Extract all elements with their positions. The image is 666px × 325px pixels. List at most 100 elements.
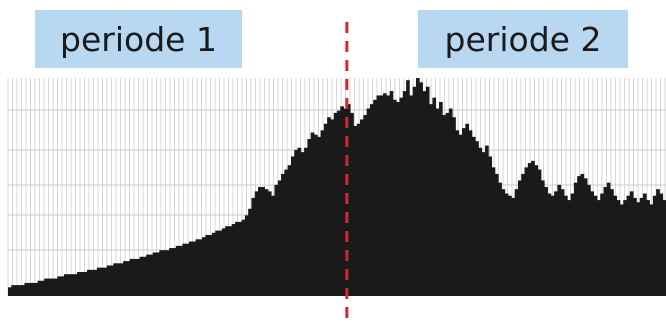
histogram-bar xyxy=(142,256,147,296)
histogram-bar xyxy=(188,241,193,296)
histogram-bar xyxy=(544,187,548,296)
histogram-bar xyxy=(481,152,486,296)
histogram-bar xyxy=(540,180,545,296)
histogram-bar xyxy=(123,261,127,296)
histogram-bar xyxy=(485,145,489,296)
histogram-bar xyxy=(225,226,229,296)
histogram-bar xyxy=(373,99,377,296)
histogram-bar xyxy=(340,106,344,296)
histogram-bar xyxy=(202,237,206,296)
histogram-bar xyxy=(517,180,522,296)
histogram-bar xyxy=(21,285,25,296)
histogram-bar xyxy=(44,278,48,296)
histogram-bar xyxy=(508,195,512,296)
histogram-bar xyxy=(287,165,292,296)
histogram-bar xyxy=(274,184,279,296)
histogram-bar xyxy=(24,282,29,296)
histogram-bar xyxy=(406,80,410,297)
period-1-label: periode 1 xyxy=(35,10,242,68)
histogram-bar xyxy=(383,93,387,296)
histogram-bar xyxy=(498,182,502,296)
histogram-bar xyxy=(80,272,85,296)
histogram-bar xyxy=(307,139,312,296)
histogram-bar xyxy=(100,267,104,296)
histogram-bar xyxy=(656,189,660,296)
histogram-bar xyxy=(564,195,568,296)
histogram-bar xyxy=(649,204,654,296)
histogram-bar xyxy=(432,97,437,297)
histogram-bar xyxy=(478,147,483,296)
histogram-bar xyxy=(54,278,58,296)
histogram-bar xyxy=(610,189,614,296)
histogram-bar xyxy=(70,274,75,296)
histogram-bar xyxy=(435,108,440,297)
histogram-bar xyxy=(652,195,657,296)
histogram-bar xyxy=(350,112,354,296)
histogram-bar xyxy=(511,197,516,296)
histogram-bar xyxy=(587,184,591,296)
histogram-bar xyxy=(47,278,52,296)
histogram-bar xyxy=(248,208,252,296)
histogram-bar xyxy=(57,276,62,296)
histogram-bar xyxy=(93,269,98,296)
histogram-bar xyxy=(159,250,164,296)
histogram-bar xyxy=(534,165,539,296)
histogram-bar xyxy=(623,200,627,296)
histogram-bar xyxy=(129,258,134,296)
histogram-bar xyxy=(251,197,256,296)
histogram-bar xyxy=(109,265,114,296)
histogram-bar xyxy=(659,193,664,296)
histogram-bar xyxy=(524,167,529,296)
histogram-bar xyxy=(409,95,414,296)
histogram-bar xyxy=(323,123,328,296)
histogram-bar xyxy=(11,285,15,296)
histogram-bar xyxy=(567,200,571,296)
histogram-bar xyxy=(626,195,631,296)
histogram-bar xyxy=(300,152,305,296)
histogram-bar xyxy=(90,269,94,296)
histogram-bar xyxy=(241,219,246,296)
histogram-bar xyxy=(281,173,285,296)
histogram-bar xyxy=(205,234,210,296)
histogram-bar xyxy=(284,169,289,296)
histogram-bar xyxy=(537,169,542,296)
histogram-bar xyxy=(34,282,39,296)
histogram-bar xyxy=(363,115,368,296)
histogram-bar xyxy=(603,187,608,296)
histogram-bar xyxy=(165,250,170,296)
histogram-bar xyxy=(501,189,506,296)
histogram-bar xyxy=(149,254,154,296)
histogram-bar xyxy=(254,191,259,296)
histogram-bar xyxy=(550,195,555,296)
histogram-bar xyxy=(580,173,585,296)
histogram-bar xyxy=(514,189,519,296)
histogram-bar xyxy=(238,221,242,296)
histogram-bar xyxy=(442,115,446,296)
histogram-bar xyxy=(629,191,634,296)
histogram-bar xyxy=(211,232,216,296)
histogram-bar xyxy=(40,280,45,296)
histogram-bar xyxy=(133,258,137,296)
histogram-bar xyxy=(616,200,621,296)
histogram-bar xyxy=(264,189,269,296)
histogram-bar xyxy=(662,200,666,296)
histogram-bar xyxy=(419,82,423,296)
histogram-bar xyxy=(8,287,12,296)
histogram-bar xyxy=(179,245,183,296)
histogram-bar xyxy=(613,195,618,296)
histogram-bar xyxy=(50,278,55,296)
histogram-bar xyxy=(488,156,493,296)
histogram-bar xyxy=(360,119,364,296)
histogram-bar xyxy=(570,193,575,296)
histogram-bar xyxy=(116,263,121,296)
histogram-bar xyxy=(195,239,200,296)
histogram-bar xyxy=(136,258,140,296)
histogram-bar xyxy=(310,132,315,296)
histogram-bar xyxy=(593,195,598,296)
histogram-bar xyxy=(31,282,35,296)
histogram-bar xyxy=(445,112,450,296)
histogram-bar xyxy=(633,197,637,296)
histogram-bar xyxy=(119,263,124,296)
histogram-bar xyxy=(452,117,456,297)
